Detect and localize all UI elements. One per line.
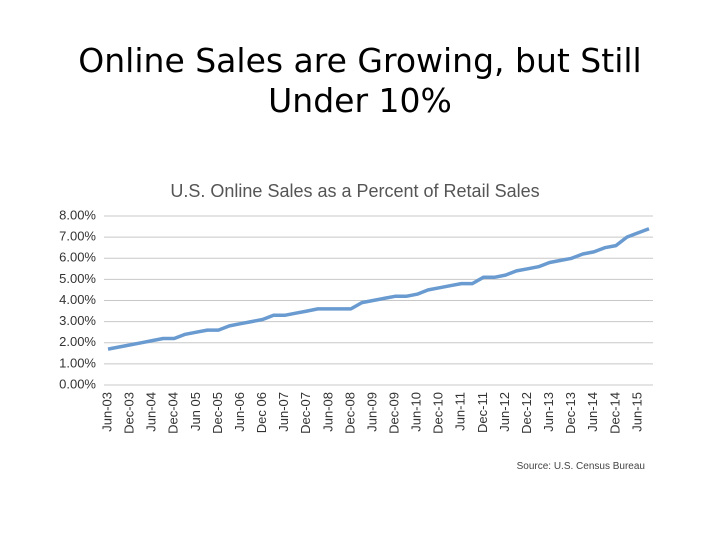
x-tick-label: Dec-14	[607, 392, 622, 434]
x-tick-label: Jun-06	[232, 392, 247, 432]
y-tick-label: 1.00%	[59, 355, 96, 370]
x-tick-label: Jun-14	[585, 392, 600, 432]
y-tick-label: 3.00%	[59, 313, 96, 328]
x-tick-label: Jun-03	[99, 392, 114, 432]
y-tick-label: 7.00%	[59, 229, 96, 244]
y-tick-label: 0.00%	[59, 376, 96, 391]
x-tick-label: Dec-07	[298, 392, 313, 434]
x-tick-label: Jun-09	[364, 392, 379, 432]
x-tick-label: Jun-07	[276, 392, 291, 432]
x-tick-label: Dec-04	[166, 392, 181, 434]
x-tick-label: Jun-04	[144, 392, 159, 432]
x-tick-label: Jun-13	[541, 392, 556, 432]
y-tick-label: 6.00%	[59, 250, 96, 265]
x-tick-label: Dec-05	[210, 392, 225, 434]
x-tick-label: Jun-12	[497, 392, 512, 432]
source-note: Source: U.S. Census Bureau	[517, 461, 645, 472]
y-tick-label: 2.00%	[59, 334, 96, 349]
data-line	[107, 227, 650, 351]
chart-title: U.S. Online Sales as a Percent of Retail…	[170, 181, 539, 201]
x-tick-label: Dec 06	[254, 392, 269, 433]
x-tick-label: Jun-10	[409, 392, 424, 432]
y-tick-label: 4.00%	[59, 292, 96, 307]
y-tick-label: 8.00%	[59, 207, 96, 222]
x-tick-label: Dec-13	[563, 392, 578, 434]
x-tick-label: Dec-03	[122, 392, 137, 434]
y-tick-label: 5.00%	[59, 271, 96, 286]
x-tick-label: Dec-09	[386, 392, 401, 434]
slide-title: Under 10%	[268, 81, 452, 120]
x-tick-label: Dec-08	[342, 392, 357, 434]
x-tick-label: Jun-15	[629, 392, 644, 432]
x-tick-label: Dec-12	[519, 392, 534, 434]
x-tick-label: Jun-11	[453, 392, 468, 431]
x-tick-label: Dec-11	[475, 392, 490, 433]
x-tick-label: Jun 05	[188, 392, 203, 431]
slide-title: Online Sales are Growing, but Still	[78, 41, 641, 80]
x-tick-label: Dec-10	[431, 392, 446, 434]
x-tick-label: Jun-08	[320, 392, 335, 432]
